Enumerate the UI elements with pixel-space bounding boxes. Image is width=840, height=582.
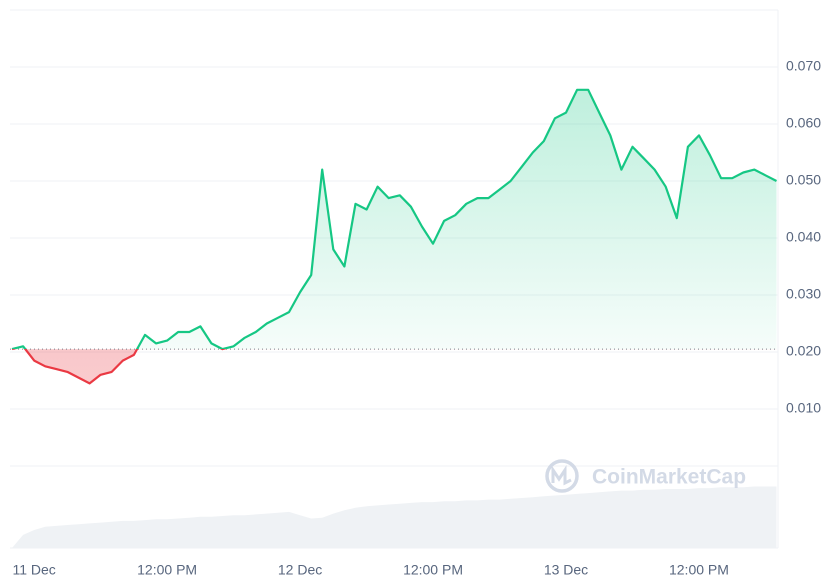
x-tick-label: 12:00 PM: [669, 562, 729, 578]
y-tick-label: 0.020: [786, 343, 821, 359]
x-tick-label: 13 Dec: [544, 562, 588, 578]
y-tick-label: 0.040: [786, 229, 821, 245]
watermark-text: CoinMarketCap: [592, 466, 746, 489]
watermark: CoinMarketCap: [545, 459, 746, 493]
y-tick-label: 0.060: [786, 115, 821, 131]
y-tick-label: 0.070: [786, 58, 821, 74]
x-tick-label: 12:00 PM: [137, 562, 197, 578]
y-tick-label: 0.010: [786, 400, 821, 416]
price-area: [12, 89, 777, 384]
watermark-logo: [545, 459, 579, 493]
y-tick-label: 0.050: [786, 172, 821, 188]
x-tick-label: 12 Dec: [278, 562, 322, 578]
x-tick-label: 12:00 PM: [403, 562, 463, 578]
x-tick-label: 11 Dec: [12, 562, 55, 578]
price-line: [11, 88, 778, 385]
watermark-logo-mark: [551, 465, 572, 486]
y-tick-label: 0.030: [786, 286, 821, 302]
volume-area: [12, 486, 777, 548]
